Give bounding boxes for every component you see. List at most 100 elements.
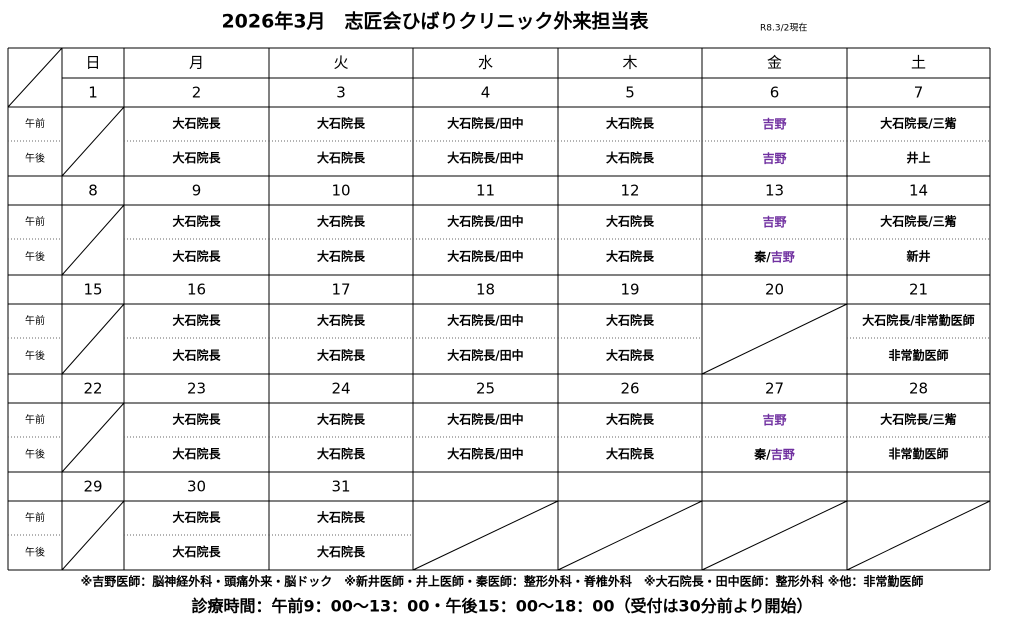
doctor: 秦/吉野 bbox=[753, 249, 794, 264]
doctor: 大石院長 bbox=[172, 116, 221, 131]
doctor-part: 秦/ bbox=[753, 446, 771, 461]
doctor: 大石院長/三觜 bbox=[880, 412, 956, 427]
doctor-part: 吉野 bbox=[762, 116, 786, 131]
date: 2 bbox=[192, 84, 202, 102]
doctor: 大石院長 bbox=[317, 412, 366, 427]
doctor: 大石院長/田中 bbox=[447, 446, 523, 461]
hours: 診療時間：午前9：00～13：00・午後15：00～18：00（受付は30分前よ… bbox=[192, 597, 813, 616]
grid-line bbox=[61, 402, 125, 473]
doctor: 吉野 bbox=[762, 214, 786, 229]
date: 5 bbox=[625, 84, 635, 102]
date: 31 bbox=[331, 478, 350, 496]
doctor: 大石院長 bbox=[172, 214, 221, 229]
doctor: 吉野 bbox=[762, 116, 786, 131]
date: 7 bbox=[914, 84, 924, 102]
doctor-part: 吉野 bbox=[771, 249, 795, 264]
doctor: 大石院長/田中 bbox=[447, 214, 523, 229]
updated: R8.3/2現在 bbox=[760, 22, 807, 34]
doctor: 大石院長 bbox=[172, 510, 221, 525]
doctor: 大石院長/田中 bbox=[447, 116, 523, 131]
date: 24 bbox=[331, 380, 350, 398]
weekday: 木 bbox=[622, 54, 637, 72]
weekday: 土 bbox=[911, 54, 926, 72]
date: 22 bbox=[83, 380, 102, 398]
doctor: 大石院長 bbox=[606, 150, 655, 165]
date: 8 bbox=[88, 182, 98, 200]
date: 28 bbox=[909, 380, 928, 398]
period-label: 午前 bbox=[25, 117, 45, 130]
date: 4 bbox=[481, 84, 491, 102]
grid-line bbox=[701, 500, 848, 571]
doctor: 大石院長 bbox=[317, 214, 366, 229]
weekday: 金 bbox=[767, 54, 782, 72]
date: 23 bbox=[187, 380, 206, 398]
doctor: 大石院長/田中 bbox=[447, 313, 523, 328]
doctor: 大石院長 bbox=[317, 150, 366, 165]
period-label: 午前 bbox=[25, 314, 45, 327]
doctor: 大石院長/田中 bbox=[447, 412, 523, 427]
doctor: 大石院長 bbox=[317, 446, 366, 461]
doctor: 大石院長/田中 bbox=[447, 348, 523, 363]
notes: ※吉野医師：脳神経外科・頭痛外来・脳ドック ※新井医師・井上医師・秦医師：整形外… bbox=[81, 574, 924, 589]
doctor: 大石院長 bbox=[606, 116, 655, 131]
title: 2026年3月 志匠会ひばりクリニック外来担当表 bbox=[221, 10, 649, 33]
grid-line bbox=[61, 500, 125, 571]
grid-line bbox=[412, 500, 559, 571]
period-label: 午後 bbox=[25, 152, 45, 165]
doctor: 大石院長/三觜 bbox=[880, 116, 956, 131]
date: 3 bbox=[336, 84, 346, 102]
date: 27 bbox=[765, 380, 784, 398]
doctor: 非常勤医師 bbox=[888, 446, 948, 461]
doctor: 大石院長 bbox=[317, 544, 366, 559]
grid-line bbox=[61, 303, 125, 375]
doctor: 大石院長/非常勤医師 bbox=[862, 313, 974, 328]
grid-line bbox=[61, 106, 125, 177]
date: 18 bbox=[476, 281, 495, 299]
grid-line bbox=[557, 500, 703, 571]
doctor: 大石院長 bbox=[606, 446, 655, 461]
doctor: 大石院長 bbox=[172, 446, 221, 461]
date: 13 bbox=[765, 182, 784, 200]
doctor: 秦/吉野 bbox=[753, 446, 794, 461]
period-label: 午後 bbox=[25, 250, 45, 263]
date: 1 bbox=[88, 84, 98, 102]
date: 30 bbox=[187, 478, 206, 496]
doctor-part: 吉野 bbox=[762, 412, 786, 427]
doctor: 大石院長 bbox=[606, 313, 655, 328]
doctor: 大石院長 bbox=[172, 313, 221, 328]
date: 10 bbox=[331, 182, 350, 200]
period-label: 午前 bbox=[25, 511, 45, 524]
doctor: 大石院長 bbox=[606, 348, 655, 363]
date: 15 bbox=[83, 281, 102, 299]
date: 26 bbox=[620, 380, 639, 398]
doctor: 大石院長 bbox=[606, 412, 655, 427]
weekday: 火 bbox=[333, 54, 348, 72]
doctor: 大石院長 bbox=[172, 348, 221, 363]
period-label: 午後 bbox=[25, 349, 45, 362]
doctor: 大石院長 bbox=[172, 249, 221, 264]
doctor: 吉野 bbox=[762, 412, 786, 427]
doctor: 大石院長/田中 bbox=[447, 150, 523, 165]
doctor: 新井 bbox=[906, 249, 930, 264]
grid-line bbox=[61, 204, 125, 276]
doctor: 大石院長 bbox=[172, 150, 221, 165]
grid-line bbox=[701, 303, 848, 375]
doctor: 大石院長 bbox=[606, 249, 655, 264]
date: 9 bbox=[192, 182, 202, 200]
doctor-part: 吉野 bbox=[771, 446, 795, 461]
date: 17 bbox=[331, 281, 350, 299]
doctor: 大石院長 bbox=[172, 544, 221, 559]
doctor: 吉野 bbox=[762, 150, 786, 165]
doctor: 大石院長 bbox=[606, 214, 655, 229]
doctor-part: 秦/ bbox=[753, 249, 771, 264]
date: 29 bbox=[83, 478, 102, 496]
doctor: 大石院長 bbox=[317, 348, 366, 363]
date: 14 bbox=[909, 182, 928, 200]
doctor: 大石院長 bbox=[317, 313, 366, 328]
doctor: 大石院長 bbox=[317, 510, 366, 525]
date: 20 bbox=[765, 281, 784, 299]
period-label: 午後 bbox=[25, 448, 45, 461]
grid-line bbox=[846, 500, 991, 571]
